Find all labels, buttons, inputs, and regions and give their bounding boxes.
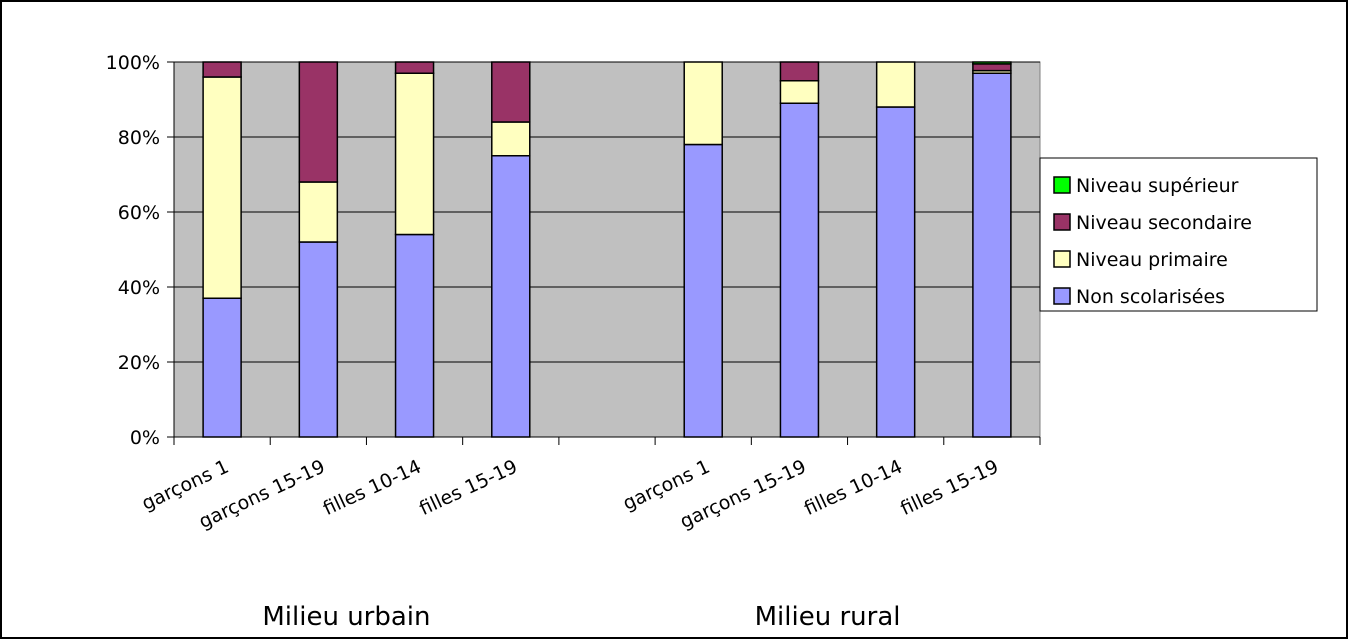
bar-segment [875, 61, 916, 108]
group-label: Milieu urbain [262, 602, 430, 632]
y-tick-labels: 0% 20% 40% 60% 80% 100% [106, 52, 160, 449]
bar-segment [972, 72, 1012, 438]
bar-segment [491, 155, 531, 438]
bar-segment [298, 241, 339, 438]
bar-segment [875, 106, 916, 438]
bar-segment [972, 63, 1012, 72]
y-tick-label: 20% [118, 352, 160, 374]
legend-box [1039, 157, 1318, 312]
y-tick-label: 60% [118, 202, 160, 224]
y-tick-label: 0% [130, 427, 160, 449]
legend: Niveau supérieur Niveau secondaire Niveau … [1039, 157, 1318, 312]
legend-label: Niveau secondaire [1076, 212, 1252, 234]
axes [167, 61, 1041, 445]
bar-segment [491, 61, 531, 123]
bar-segment [298, 61, 339, 183]
bar-segment [298, 181, 339, 243]
legend-swatch [1053, 176, 1071, 194]
bar-segment [394, 61, 435, 74]
legend-swatch [1053, 250, 1071, 268]
y-tick-label: 40% [118, 277, 160, 299]
bar-segment [779, 102, 820, 438]
bar-segment [779, 80, 820, 104]
bar-segment [683, 61, 723, 146]
legend-swatch [1053, 213, 1071, 231]
bar-segment [683, 143, 723, 438]
bar-segment [972, 61, 1012, 65]
bar-segment [779, 61, 820, 82]
legend-label: Non scolarisées [1076, 286, 1225, 308]
bar-segment [394, 233, 435, 438]
group-label: Milieu rural [755, 602, 901, 632]
y-tick-label: 100% [106, 52, 160, 74]
bar-segment [202, 297, 242, 438]
bar-segment [202, 61, 242, 78]
bar-segment [491, 121, 531, 157]
bar-segment [394, 72, 435, 236]
y-tick-label: 80% [118, 127, 160, 149]
bar-segment [202, 76, 242, 299]
legend-label: Niveau supérieur [1076, 175, 1239, 197]
legend-swatch [1053, 287, 1071, 305]
legend-label: Niveau primaire [1076, 249, 1228, 271]
group-labels: Milieu urbain Milieu rural [262, 602, 900, 632]
